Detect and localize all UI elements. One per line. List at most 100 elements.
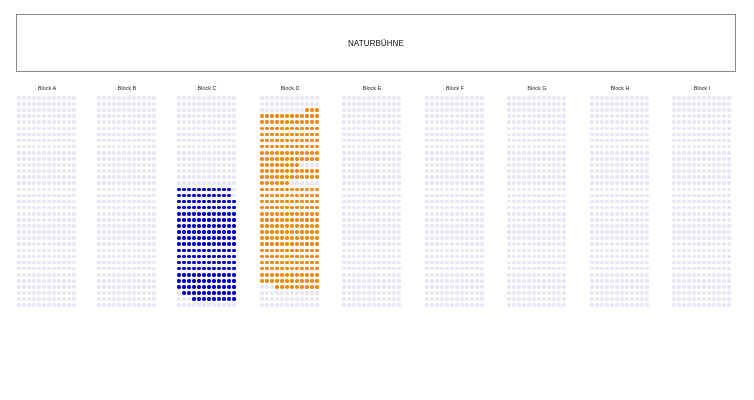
seat-available[interactable] bbox=[207, 254, 211, 259]
seat-available[interactable] bbox=[227, 211, 231, 216]
seat-available[interactable] bbox=[305, 230, 309, 234]
seat-available[interactable] bbox=[217, 254, 221, 259]
seat-available[interactable] bbox=[285, 242, 289, 247]
seat-available[interactable] bbox=[305, 211, 309, 216]
seat-available[interactable] bbox=[310, 242, 314, 247]
seat-available[interactable] bbox=[265, 120, 269, 125]
seat-available[interactable] bbox=[270, 187, 274, 192]
seat-available[interactable] bbox=[260, 224, 264, 228]
seat-available[interactable] bbox=[295, 144, 299, 149]
seat-available[interactable] bbox=[182, 260, 186, 265]
seat-available[interactable] bbox=[275, 285, 279, 289]
seat-available[interactable] bbox=[192, 260, 196, 265]
seat-available[interactable] bbox=[285, 205, 289, 210]
seat-available[interactable] bbox=[305, 199, 309, 204]
seat-available[interactable] bbox=[280, 169, 284, 173]
seat-available[interactable] bbox=[275, 279, 279, 283]
seat-available[interactable] bbox=[212, 291, 216, 295]
seat-available[interactable] bbox=[290, 248, 294, 253]
seat-available[interactable] bbox=[300, 193, 304, 198]
seat-available[interactable] bbox=[280, 181, 284, 186]
seat-available[interactable] bbox=[182, 279, 186, 283]
seat-available[interactable] bbox=[202, 193, 206, 198]
seat-available[interactable] bbox=[202, 291, 206, 295]
seat-available[interactable] bbox=[285, 236, 289, 240]
seat-available[interactable] bbox=[275, 114, 279, 118]
seat-available[interactable] bbox=[275, 211, 279, 216]
seat-available[interactable] bbox=[227, 297, 231, 301]
seat-available[interactable] bbox=[290, 126, 294, 131]
seat-available[interactable] bbox=[300, 260, 304, 265]
seat-available[interactable] bbox=[310, 224, 314, 228]
seat-available[interactable] bbox=[207, 279, 211, 283]
seat-available[interactable] bbox=[295, 150, 299, 155]
seat-available[interactable] bbox=[315, 266, 319, 271]
seat-available[interactable] bbox=[212, 248, 216, 253]
seat-available[interactable] bbox=[212, 199, 216, 204]
seat-available[interactable] bbox=[280, 248, 284, 253]
seat-available[interactable] bbox=[310, 126, 314, 131]
seat-available[interactable] bbox=[270, 236, 274, 240]
seat-available[interactable] bbox=[270, 224, 274, 228]
seat-available[interactable] bbox=[232, 254, 236, 259]
seat-available[interactable] bbox=[285, 285, 289, 289]
seat-available[interactable] bbox=[192, 230, 196, 234]
seat-available[interactable] bbox=[212, 242, 216, 247]
seat-available[interactable] bbox=[275, 144, 279, 149]
seat-available[interactable] bbox=[197, 218, 201, 222]
seat-available[interactable] bbox=[285, 211, 289, 216]
seat-available[interactable] bbox=[305, 279, 309, 283]
seat-available[interactable] bbox=[212, 254, 216, 259]
seat-available[interactable] bbox=[295, 114, 299, 118]
seat-available[interactable] bbox=[207, 297, 211, 301]
seat-available[interactable] bbox=[315, 272, 319, 277]
seat-available[interactable] bbox=[227, 266, 231, 271]
seat-available[interactable] bbox=[207, 205, 211, 210]
seat-available[interactable] bbox=[265, 205, 269, 210]
seat-available[interactable] bbox=[197, 279, 201, 283]
seat-available[interactable] bbox=[300, 199, 304, 204]
seat-available[interactable] bbox=[260, 181, 264, 186]
seat-available[interactable] bbox=[182, 291, 186, 295]
seat-available[interactable] bbox=[177, 236, 181, 240]
seat-available[interactable] bbox=[305, 175, 309, 179]
seat-available[interactable] bbox=[177, 254, 181, 259]
seat-available[interactable] bbox=[300, 187, 304, 192]
seat-available[interactable] bbox=[265, 236, 269, 240]
seat-available[interactable] bbox=[295, 120, 299, 125]
seat-available[interactable] bbox=[315, 150, 319, 155]
seat-available[interactable] bbox=[310, 279, 314, 283]
seat-available[interactable] bbox=[207, 242, 211, 247]
seat-available[interactable] bbox=[232, 248, 236, 253]
seat-available[interactable] bbox=[260, 163, 264, 167]
seat-available[interactable] bbox=[305, 108, 309, 112]
seat-available[interactable] bbox=[222, 279, 226, 283]
seat-available[interactable] bbox=[202, 266, 206, 271]
seat-available[interactable] bbox=[305, 260, 309, 265]
seat-available[interactable] bbox=[192, 211, 196, 216]
seat-available[interactable] bbox=[202, 236, 206, 240]
seat-available[interactable] bbox=[187, 254, 191, 259]
seat-available[interactable] bbox=[290, 193, 294, 198]
seat-available[interactable] bbox=[265, 272, 269, 277]
seat-available[interactable] bbox=[295, 285, 299, 289]
seat-available[interactable] bbox=[315, 218, 319, 222]
seat-available[interactable] bbox=[192, 224, 196, 228]
seat-available[interactable] bbox=[212, 272, 216, 277]
seat-available[interactable] bbox=[227, 291, 231, 295]
seat-available[interactable] bbox=[260, 218, 264, 222]
seat-available[interactable] bbox=[217, 236, 221, 240]
seat-available[interactable] bbox=[315, 157, 319, 161]
seat-available[interactable] bbox=[275, 254, 279, 259]
seat-available[interactable] bbox=[290, 279, 294, 283]
seat-available[interactable] bbox=[305, 218, 309, 222]
seat-available[interactable] bbox=[187, 260, 191, 265]
seat-available[interactable] bbox=[182, 254, 186, 259]
seat-available[interactable] bbox=[222, 187, 226, 192]
seat-available[interactable] bbox=[192, 187, 196, 192]
seat-available[interactable] bbox=[177, 193, 181, 198]
seat-available[interactable] bbox=[305, 285, 309, 289]
seat-available[interactable] bbox=[265, 132, 269, 137]
seat-available[interactable] bbox=[260, 236, 264, 240]
seat-available[interactable] bbox=[275, 169, 279, 173]
